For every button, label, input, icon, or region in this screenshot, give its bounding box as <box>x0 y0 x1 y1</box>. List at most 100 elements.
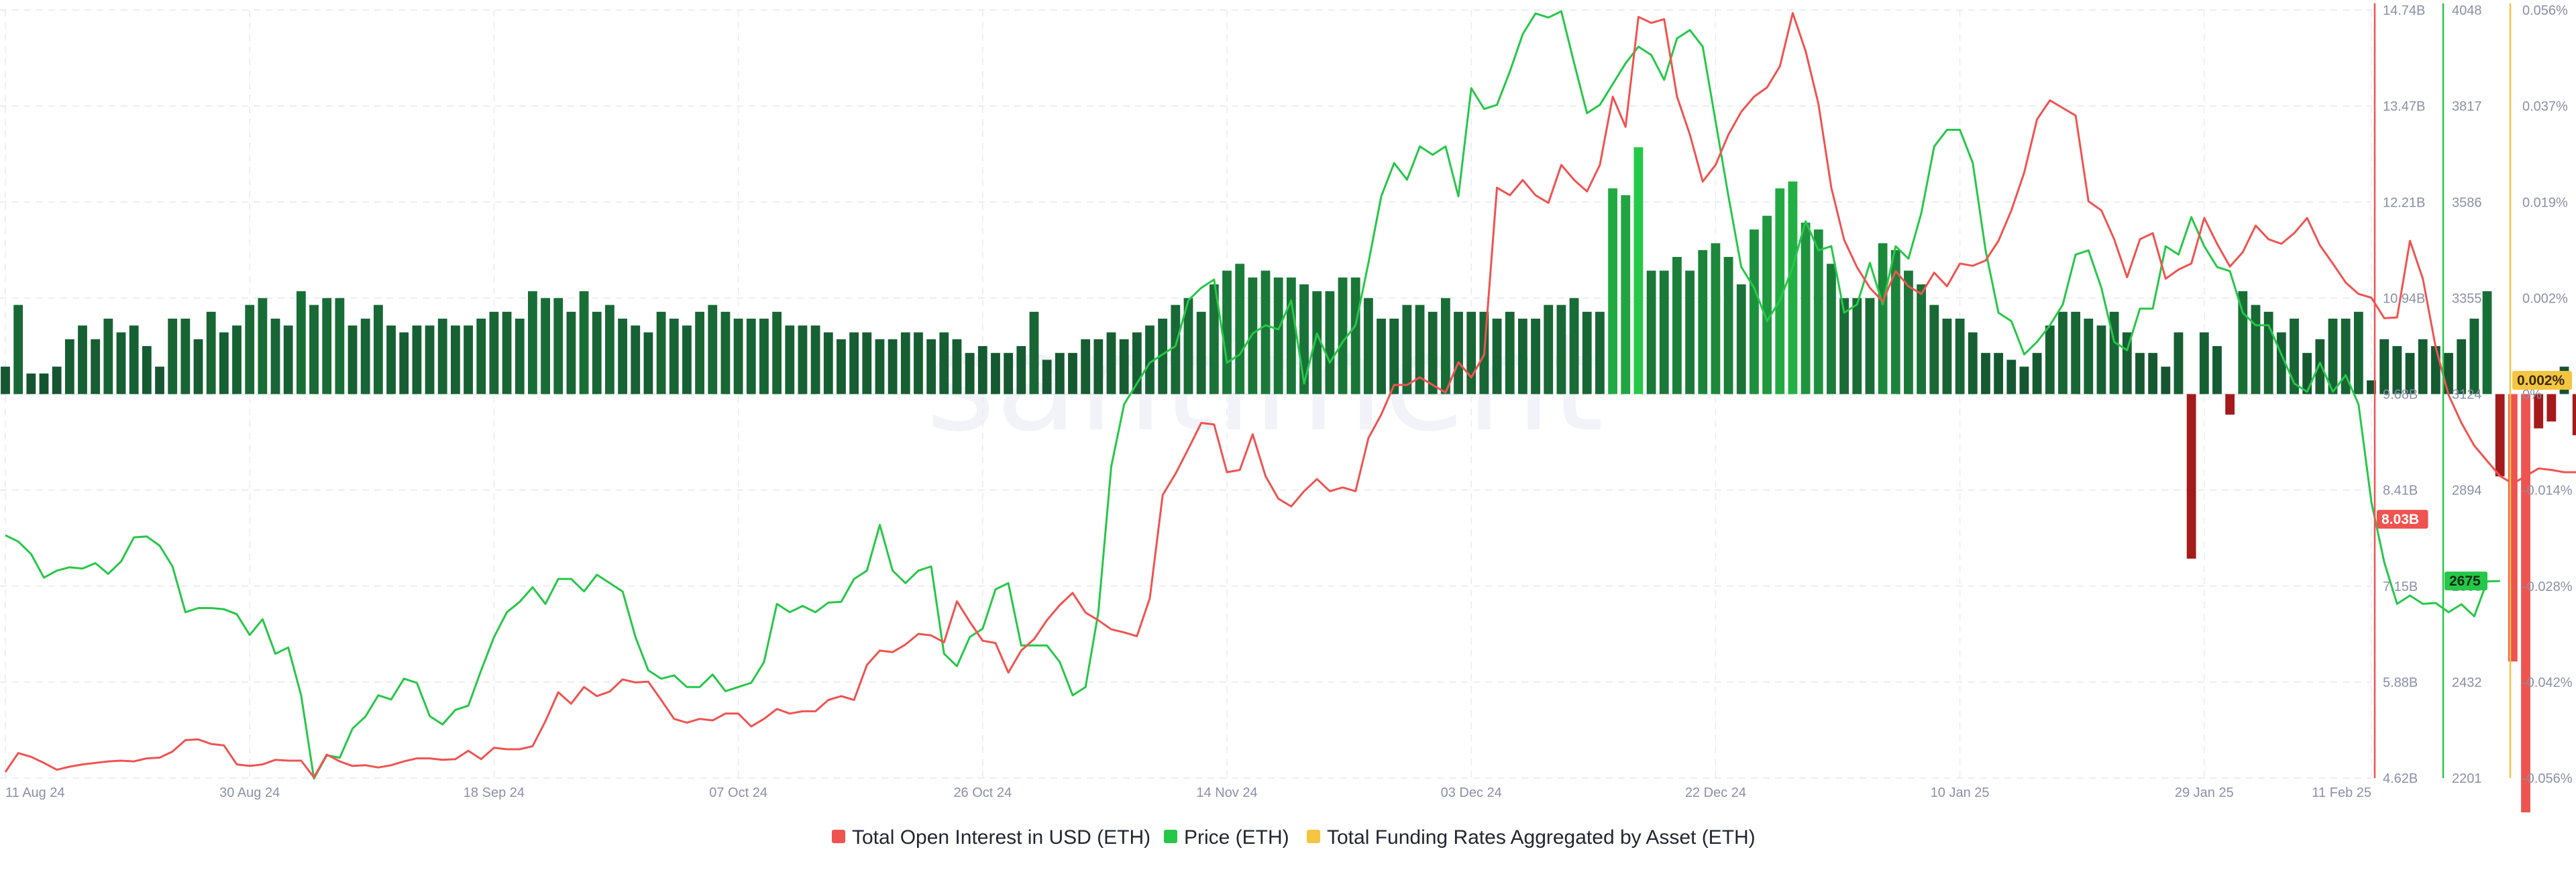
legend-swatch <box>1307 830 1320 843</box>
funding-axis-tick: 0.002% <box>2522 291 2568 306</box>
funding-bar <box>1994 353 2004 394</box>
funding-bar <box>849 332 859 394</box>
oi-axis-tick: 14.74B <box>2383 3 2425 18</box>
funding-bar <box>2521 394 2530 813</box>
funding-bar <box>1183 298 1193 394</box>
funding-bar <box>2379 339 2390 394</box>
funding-bar <box>1827 264 1836 394</box>
funding-bar <box>464 325 473 394</box>
funding-bar <box>1158 319 1168 394</box>
funding-bar <box>1016 345 1026 394</box>
funding-bar <box>1531 319 1540 394</box>
funding-bar <box>810 325 820 394</box>
funding-bar <box>1685 270 1695 394</box>
funding-axis-tick: -0.028% <box>2522 580 2573 594</box>
price-axis-tick: 3817 <box>2452 99 2482 114</box>
funding-bar <box>579 291 589 394</box>
price-axis-tick: 2432 <box>2452 675 2482 690</box>
oi-axis-tick: 4.62B <box>2383 771 2418 786</box>
funding-bar <box>2174 332 2184 394</box>
funding-bar <box>1775 188 1785 394</box>
funding-bar <box>2302 353 2312 394</box>
funding-bar <box>142 345 152 394</box>
axes: 14.74B 4048 0.056% 13.47B 3817 0.037% 12.21B 35… <box>5 3 2573 800</box>
legend-swatch <box>832 830 845 843</box>
funding-bar <box>695 311 704 394</box>
funding-bar <box>1377 319 1386 394</box>
funding-bar <box>733 319 743 394</box>
funding-bar <box>605 305 614 394</box>
price-line <box>5 10 2500 780</box>
price-axis-tick: 2201 <box>2452 771 2482 786</box>
funding-bar <box>1556 305 1566 394</box>
funding-bar <box>2186 394 2196 559</box>
funding-bar <box>2212 345 2222 394</box>
funding-value-badge: 0.002% <box>2517 373 2565 388</box>
funding-bar <box>1878 243 1888 394</box>
funding-bar <box>553 298 564 394</box>
funding-bar <box>1672 257 1682 394</box>
funding-bar <box>1633 147 1644 394</box>
funding-bar <box>991 353 1000 394</box>
funding-bar <box>888 339 898 394</box>
funding-bar <box>1955 319 1965 394</box>
funding-bar <box>2006 360 2017 394</box>
funding-bar <box>1106 332 1116 394</box>
oi-axis-tick: 9.68B <box>2383 388 2418 402</box>
funding-bar <box>1544 305 1554 394</box>
funding-bar <box>1312 291 1322 394</box>
funding-bar <box>772 311 782 394</box>
funding-bar <box>26 373 36 394</box>
funding-bar <box>1466 311 1477 394</box>
funding-bar <box>1363 298 1373 394</box>
funding-bar <box>1454 311 1463 394</box>
x-axis-tick: 11 Aug 24 <box>5 785 65 800</box>
oi-axis-tick: 13.47B <box>2383 99 2425 114</box>
oi-value-badge-bg <box>2377 510 2428 529</box>
funding-bar <box>360 319 370 394</box>
funding-bar <box>1415 305 1425 394</box>
funding-bar <box>155 366 164 394</box>
funding-axis-tick: -0.056% <box>2522 771 2573 786</box>
funding-bar <box>1852 298 1862 394</box>
funding-bar <box>2199 332 2209 394</box>
legend-label: Price (ETH) <box>1184 826 1289 849</box>
funding-bar <box>2032 353 2042 394</box>
funding-bar <box>91 339 101 394</box>
funding-bar <box>1222 270 1232 394</box>
funding-bar <box>528 291 537 394</box>
funding-bar <box>1196 311 1206 394</box>
funding-bar <box>1260 270 1271 394</box>
funding-bar <box>1981 353 1990 394</box>
funding-bar <box>1029 311 1039 394</box>
funding-bar <box>193 339 203 394</box>
funding-bar <box>1942 319 1952 394</box>
funding-bar <box>1235 264 1245 394</box>
funding-bar <box>2572 394 2576 435</box>
funding-axis-tick: -0.042% <box>2522 675 2573 690</box>
funding-bar <box>2546 394 2557 422</box>
funding-bar <box>168 319 178 394</box>
funding-bar <box>2341 319 2351 394</box>
x-axis-tick: 22 Dec 24 <box>1685 785 1746 800</box>
funding-bar <box>1801 222 1811 394</box>
funding-bar <box>1750 229 1759 394</box>
funding-bar <box>39 373 49 394</box>
funding-bar <box>1595 311 1605 394</box>
value-badges: 8.03B 2675 0.002% <box>2377 371 2572 591</box>
funding-bar <box>952 339 962 394</box>
funding-bar <box>939 332 949 394</box>
funding-bar <box>2084 319 2094 394</box>
funding-bar <box>1119 339 1129 394</box>
funding-bar <box>759 319 769 394</box>
funding-bar <box>977 345 987 394</box>
funding-bar <box>1389 319 1399 394</box>
funding-bar <box>1646 270 1656 394</box>
x-axis-tick: 11 Feb 25 <box>2312 785 2371 800</box>
price-value-badge: 2675 <box>2449 574 2481 589</box>
funding-bar <box>720 311 731 394</box>
funding-bar <box>1904 270 1913 394</box>
funding-bar <box>2418 339 2428 394</box>
funding-bar <box>631 325 641 394</box>
funding-bar <box>2495 394 2505 477</box>
